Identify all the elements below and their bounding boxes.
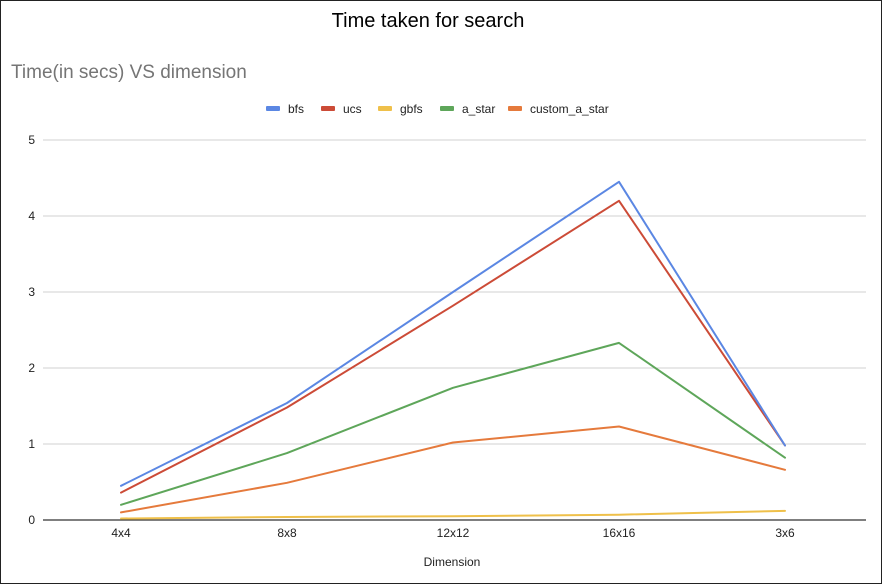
- series-line-ucs: [120, 199, 786, 494]
- x-tick-label: 3x6: [775, 526, 795, 540]
- x-tick-label: 12x12: [437, 526, 470, 540]
- x-tick-label: 4x4: [111, 526, 131, 540]
- legend-label: custom_a_star: [530, 102, 609, 116]
- legend-swatch: [266, 106, 280, 111]
- series-lines: [120, 180, 786, 520]
- chart-title: Time(in secs) VS dimension: [11, 62, 247, 83]
- y-tick-label: 2: [28, 361, 35, 375]
- series-line-gbfs: [120, 509, 786, 520]
- x-tick-label: 16x16: [603, 526, 636, 540]
- legend: bfs ucs gbfs a_star custom_a_star: [266, 102, 609, 116]
- y-tick-label: 0: [28, 513, 35, 527]
- y-tick-label: 5: [28, 133, 35, 147]
- legend-swatch: [440, 106, 454, 111]
- x-tick-label: 8x8: [277, 526, 297, 540]
- y-axis-ticks: 0 1 2 3 4 5: [28, 133, 35, 527]
- y-tick-label: 3: [28, 285, 35, 299]
- x-axis-ticks: 4x4 8x8 12x12 16x16 3x6: [111, 526, 795, 540]
- series-line-custom-a-star: [120, 425, 786, 514]
- legend-label: ucs: [343, 102, 362, 116]
- x-axis-title: Dimension: [424, 555, 481, 569]
- legend-label: gbfs: [400, 102, 423, 116]
- y-tick-label: 4: [28, 209, 35, 223]
- legend-label: a_star: [462, 102, 495, 116]
- legend-swatch: [378, 106, 392, 111]
- y-tick-label: 1: [28, 437, 35, 451]
- series-line-bfs: [120, 180, 786, 487]
- legend-swatch: [508, 106, 522, 111]
- page-title: Time taken for search: [331, 10, 525, 32]
- legend-swatch: [321, 106, 335, 111]
- series-line-a-star: [120, 341, 786, 506]
- legend-label: bfs: [288, 102, 304, 116]
